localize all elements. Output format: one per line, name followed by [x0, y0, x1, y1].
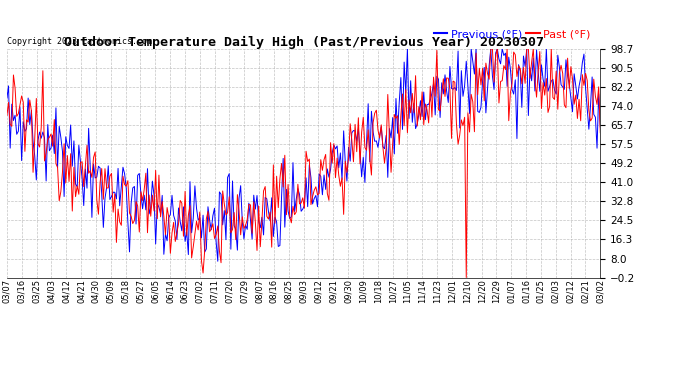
Title: Outdoor Temperature Daily High (Past/Previous Year) 20230307: Outdoor Temperature Daily High (Past/Pre…	[63, 36, 544, 49]
Text: Copyright 2023 Cartronics.com: Copyright 2023 Cartronics.com	[7, 38, 152, 46]
Legend: Previous (°F), Past (°F): Previous (°F), Past (°F)	[429, 25, 595, 44]
